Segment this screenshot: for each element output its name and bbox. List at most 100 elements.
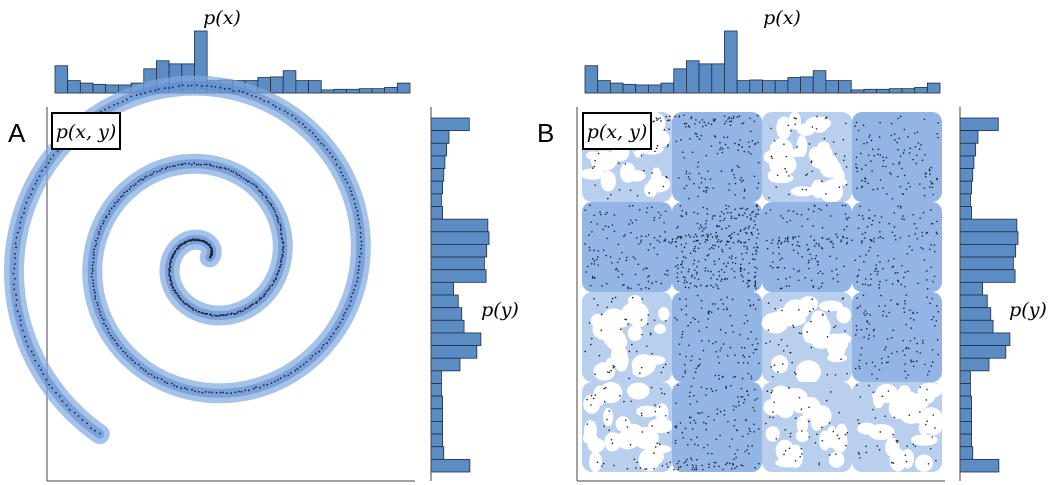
- panel-b-sample-point: [914, 223, 916, 225]
- panel-a-sample-point: [93, 248, 95, 250]
- panel-b-sample-point: [628, 223, 630, 225]
- panel-a-sample-point: [110, 335, 112, 337]
- panel-a-sample-point: [189, 306, 191, 308]
- panel-b-sample-point: [692, 464, 694, 466]
- panel-a-sample-point: [239, 174, 241, 176]
- panel-b-density-gap: [906, 392, 917, 414]
- panel-b-sample-point: [846, 219, 848, 221]
- panel-b-marginal-x-bar-27: [915, 87, 928, 93]
- panel-b-sample-point: [684, 364, 686, 366]
- panel-b-sample-point: [924, 364, 926, 366]
- panel-b-sample-point: [840, 358, 842, 360]
- panel-b-sample-point: [717, 408, 719, 410]
- panel-b-sample-point: [648, 249, 650, 251]
- panel-b-sample-point: [919, 411, 921, 413]
- panel-b-sample-point: [752, 211, 754, 213]
- panel-b-sample-point: [696, 136, 698, 138]
- panel-b-sample-point: [743, 229, 745, 231]
- panel-a-sample-point: [210, 165, 212, 167]
- panel-a-marginal-y-bar-13: [431, 270, 486, 283]
- panel-b-sample-point: [723, 343, 725, 345]
- panel-a-sample-point: [192, 309, 194, 311]
- panel-b-sample-point: [698, 365, 700, 367]
- panel-b-sample-point: [859, 457, 861, 459]
- panel-a-sample-point: [145, 370, 147, 372]
- panel-b-sample-point: [651, 282, 653, 284]
- panel-b-sample-point: [701, 340, 703, 342]
- panel-b-sample-point: [587, 423, 589, 425]
- panel-b-sample-point: [904, 175, 906, 177]
- panel-b-sample-point: [701, 177, 703, 179]
- panel-b-sample-point: [697, 166, 699, 168]
- panel-b-sample-point: [793, 327, 795, 329]
- panel-a-sample-point: [357, 210, 359, 212]
- panel-b-sample-point: [666, 463, 668, 465]
- panel-a-sample-point: [248, 389, 250, 391]
- panel-b-sample-point: [747, 445, 749, 447]
- panel-b-sample-point: [826, 400, 828, 402]
- panel-b-sample-point: [694, 269, 696, 271]
- panel-b-sample-point: [697, 445, 699, 447]
- panel-a-sample-point: [172, 287, 174, 289]
- panel-b-sample-point: [793, 268, 795, 270]
- panel-a-sample-point: [150, 90, 152, 92]
- panel-a-marginal-x-bar-24: [347, 89, 360, 93]
- panel-b-sample-point: [780, 288, 782, 290]
- panel-b-sample-point: [842, 139, 844, 141]
- panel-b-sample-point: [636, 351, 638, 353]
- panel-b-sample-point: [808, 268, 810, 270]
- panel-a-sample-point: [216, 392, 218, 394]
- panel-b-sample-point: [903, 340, 905, 342]
- panel-b-sample-point: [821, 181, 823, 183]
- panel-b-sample-point: [872, 189, 874, 191]
- panel-b-density-gap: [868, 424, 895, 440]
- panel-a-sample-point: [266, 384, 268, 386]
- panel-b-sample-point: [909, 152, 911, 154]
- panel-b-sample-point: [899, 237, 901, 239]
- panel-b-sample-point: [591, 395, 593, 397]
- panel-b-sample-point: [651, 206, 653, 208]
- panel-b-sample-point: [594, 260, 596, 262]
- panel-a-sample-point: [337, 326, 339, 328]
- panel-a-sample-point: [117, 201, 119, 203]
- panel-a-sample-point: [24, 207, 26, 209]
- panel-b-sample-point: [822, 227, 824, 229]
- panel-b-sample-point: [893, 258, 895, 260]
- panel-b-sample-point: [879, 222, 881, 224]
- panel-b-sample-point: [708, 466, 710, 468]
- panel-b-sample-point: [721, 240, 723, 242]
- panel-a-sample-point: [126, 99, 128, 101]
- panel-b-sample-point: [702, 230, 704, 232]
- panel-b-sample-point: [792, 244, 794, 246]
- panel-b-sample-point: [703, 422, 705, 424]
- panel-b-sample-point: [904, 354, 906, 356]
- panel-a-sample-point: [172, 165, 174, 167]
- panel-b-sample-point: [589, 322, 591, 324]
- panel-b-sample-point: [737, 396, 739, 398]
- panel-a-sample-point: [350, 300, 352, 302]
- panel-b-sample-point: [900, 116, 902, 118]
- panel-b-sample-point: [843, 237, 845, 239]
- panel-b-sample-point: [648, 234, 650, 236]
- panel-a-sample-point: [344, 312, 346, 314]
- panel-a-sample-point: [330, 336, 332, 338]
- panel-b-sample-point: [722, 469, 724, 471]
- panel-b-sample-point: [718, 271, 720, 273]
- panel-b-density-gap: [601, 171, 616, 191]
- panel-b-sample-point: [617, 270, 619, 272]
- panel-b-sample-point: [589, 247, 591, 249]
- panel-a-sample-point: [130, 357, 132, 359]
- panel-b-density-gap: [593, 362, 615, 381]
- panel-a-sample-point: [303, 363, 305, 365]
- panel-a-sample-point: [74, 412, 76, 414]
- panel-b-sample-point: [771, 392, 773, 394]
- panel-b-sample-point: [742, 258, 744, 260]
- panel-b-sample-point: [694, 469, 696, 471]
- panel-a-sample-point: [335, 328, 337, 330]
- panel-b-sample-point: [734, 277, 736, 279]
- panel-b-sample-point: [858, 269, 860, 271]
- panel-b-sample-point: [747, 362, 749, 364]
- panel-b-sample-point: [631, 344, 633, 346]
- panel-b-sample-point: [726, 227, 728, 229]
- panel-a-sample-point: [38, 365, 40, 367]
